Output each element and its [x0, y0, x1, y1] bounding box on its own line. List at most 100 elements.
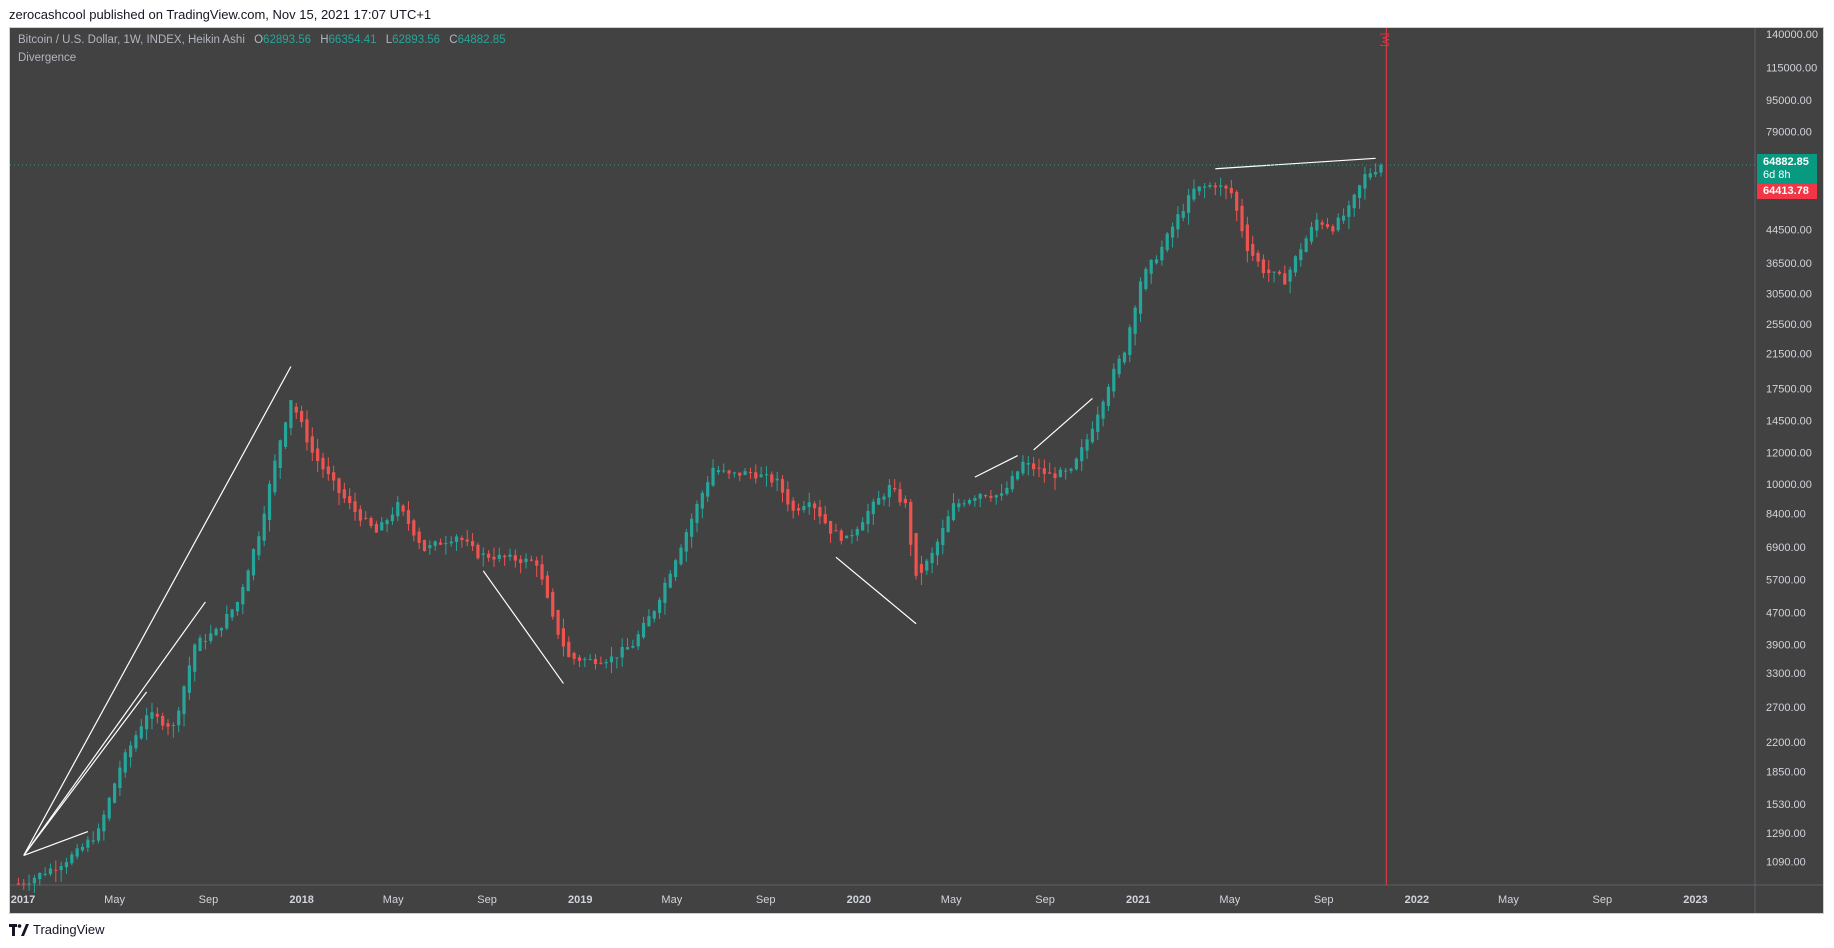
legend-symbol: Bitcoin / U.S. Dollar, 1W, INDEX, Heikin…	[18, 34, 245, 46]
candle-body	[294, 406, 298, 413]
candle-body	[1352, 194, 1356, 209]
candle-body	[16, 883, 20, 885]
candle-body	[257, 536, 261, 556]
session-layer: [W]	[10, 28, 1755, 885]
candle-body	[1197, 186, 1201, 192]
candle-body	[684, 532, 688, 552]
candle-body	[241, 586, 245, 605]
candle-body	[1122, 352, 1127, 363]
candle-body	[1080, 447, 1084, 462]
candle-body	[1240, 205, 1244, 232]
candle-body	[690, 518, 694, 537]
candle-body	[893, 488, 897, 490]
candle-body	[38, 873, 42, 880]
candle-body	[353, 501, 357, 512]
time-tick-label: Sep	[199, 894, 219, 906]
candle-body	[909, 502, 913, 545]
candle-body	[1309, 226, 1314, 242]
price-tick-label: 17500.00	[1766, 383, 1812, 395]
candle-body	[1010, 476, 1014, 490]
price-tick-label: 4700.00	[1766, 607, 1806, 619]
candle-body	[983, 495, 988, 497]
divergence-line[interactable]	[835, 556, 917, 625]
candle-body	[636, 634, 640, 647]
candle-body	[620, 646, 624, 658]
bar-countdown: 6d 8h	[1763, 169, 1791, 181]
candle-body	[962, 503, 966, 505]
candle-body	[497, 554, 501, 559]
candle-body	[609, 656, 614, 663]
time-tick-label: May	[104, 894, 125, 906]
candle-body	[225, 614, 229, 629]
candle-body	[727, 470, 731, 474]
candle-body	[1235, 191, 1239, 211]
price-tick-label: 95000.00	[1766, 95, 1812, 107]
candle-body	[641, 622, 646, 638]
candle-body	[219, 627, 224, 631]
candle-body	[32, 877, 37, 884]
footer[interactable]: TradingView	[9, 922, 105, 937]
divergence-layer	[23, 157, 1376, 856]
candle-body	[1357, 185, 1362, 198]
divergence-line[interactable]	[1033, 397, 1093, 451]
candle-body	[1208, 185, 1212, 187]
divergence-line[interactable]	[23, 691, 148, 856]
candle-body	[658, 599, 662, 613]
divergence-line[interactable]	[23, 366, 292, 856]
candle-body	[193, 644, 197, 672]
time-axis[interactable]	[10, 885, 1823, 913]
candle-body	[577, 657, 582, 661]
candle-body	[487, 553, 491, 558]
candle-body	[326, 466, 330, 475]
candle-body	[150, 712, 154, 719]
candle-body	[374, 523, 379, 533]
divergence-line[interactable]	[1215, 157, 1376, 170]
candle-body	[145, 715, 149, 730]
time-tick-label: 2021	[1126, 894, 1150, 906]
candle-body	[492, 556, 496, 560]
candle-body	[1154, 259, 1159, 264]
candle-body	[1229, 187, 1233, 194]
time-tick-label: May	[661, 894, 682, 906]
candle-body	[898, 489, 902, 503]
divergence-line[interactable]	[482, 570, 564, 684]
candle-body	[337, 478, 341, 494]
candle-body	[588, 658, 592, 660]
chart-canvas[interactable]: [W] 140000.00 115000.00 95000.00 79000.00 44…	[9, 27, 1824, 914]
candle-body	[134, 735, 138, 749]
candle-body	[1138, 281, 1143, 314]
candle-body	[1096, 414, 1100, 432]
candle-body	[1277, 271, 1282, 274]
divergence-line[interactable]	[23, 601, 206, 856]
candle-body	[1032, 463, 1036, 470]
candle-body	[615, 657, 619, 659]
indicator-label[interactable]: Divergence	[18, 52, 77, 64]
candle-body	[1256, 252, 1260, 262]
candle-body	[1299, 249, 1303, 261]
candle-body	[1283, 273, 1287, 285]
candle-body	[481, 553, 485, 555]
candle-body	[663, 582, 667, 603]
session-marker: [W]	[1380, 33, 1390, 47]
candle-body	[802, 506, 806, 510]
candle-body	[989, 495, 993, 498]
candle-body	[583, 659, 587, 661]
candle-body	[957, 503, 961, 508]
candle-body	[861, 522, 865, 531]
candle-body	[107, 797, 111, 819]
candle-body	[1261, 259, 1266, 274]
candle-body	[1304, 238, 1308, 252]
price-tick-label: 5700.00	[1766, 575, 1806, 587]
plot-area[interactable]	[10, 28, 1755, 885]
divergence-line[interactable]	[974, 455, 1018, 478]
divergence-line[interactable]	[23, 830, 89, 856]
candle-body	[855, 528, 859, 536]
candle-body	[1058, 469, 1062, 477]
candle-body	[524, 558, 528, 563]
price-axis-labels: 140000.00 115000.00 95000.00 79000.00 44500.…	[1766, 29, 1818, 869]
candle-body	[470, 541, 475, 546]
candle-body	[1064, 470, 1068, 472]
legend-close-label: C	[449, 34, 458, 46]
candle-body	[187, 665, 191, 693]
candle-body	[123, 752, 127, 773]
